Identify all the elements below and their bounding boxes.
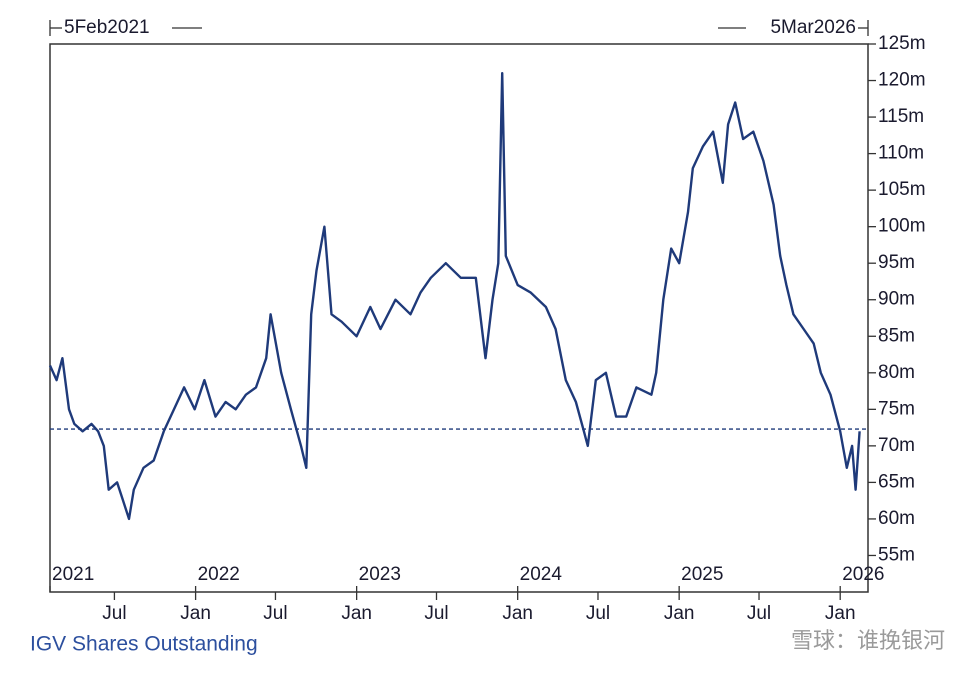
y-tick-label: 90m [878, 289, 915, 310]
x-tick-label: Jul [747, 603, 771, 624]
x-tick-label: Jul [424, 603, 448, 624]
y-tick-label: 125m [878, 33, 926, 54]
year-label: 2022 [198, 564, 240, 585]
x-tick-label: Jan [825, 603, 856, 624]
y-tick-label: 85m [878, 325, 915, 346]
y-tick-label: 60m [878, 508, 915, 529]
y-tick-label: 80m [878, 362, 915, 383]
x-tick-label: Jul [102, 603, 126, 624]
year-label: 2024 [520, 564, 563, 585]
start-label: 5Feb2021 [64, 17, 150, 38]
x-tick-label: Jul [586, 603, 610, 624]
x-tick-label: Jan [664, 603, 695, 624]
y-tick-label: 55m [878, 544, 915, 565]
y-tick-label: 100m [878, 216, 926, 237]
y-tick-label: 105m [878, 179, 926, 200]
year-label: 2025 [681, 564, 723, 585]
plot-frame [49, 43, 869, 593]
x-tick-label: Jul [263, 603, 287, 624]
y-tick-label: 70m [878, 435, 915, 456]
chart-title: IGV Shares Outstanding [30, 633, 258, 656]
y-tick-label: 120m [878, 70, 926, 91]
x-tick-label: Jan [341, 603, 372, 624]
y-tick-label: 75m [878, 398, 915, 419]
y-tick-label: 110m [878, 143, 924, 164]
y-tick-label: 95m [878, 252, 915, 273]
year-label: 2026 [842, 564, 884, 585]
end-label: 5Mar2026 [770, 17, 856, 38]
x-tick-label: Jan [502, 603, 533, 624]
watermark: 雪球：谁挽银河 [791, 628, 945, 653]
x-tick-label: Jan [180, 603, 211, 624]
year-label: 2023 [359, 564, 401, 585]
year-label: 2021 [52, 564, 94, 585]
y-tick-label: 65m [878, 471, 915, 492]
y-tick-label: 115m [878, 106, 924, 127]
series-line [48, 72, 861, 521]
